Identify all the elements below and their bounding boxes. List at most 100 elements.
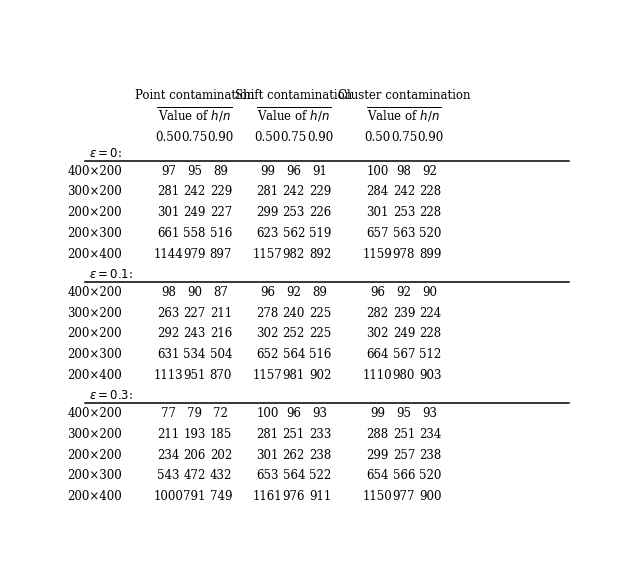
Text: 95: 95	[396, 407, 412, 420]
Text: 95: 95	[187, 165, 202, 178]
Text: 903: 903	[419, 369, 442, 382]
Text: 263: 263	[157, 307, 179, 320]
Text: 301: 301	[367, 206, 388, 219]
Text: 200×300: 200×300	[67, 227, 122, 240]
Text: 288: 288	[367, 428, 388, 440]
Text: 96: 96	[286, 165, 301, 178]
Text: 657: 657	[366, 227, 389, 240]
Text: 228: 228	[419, 186, 441, 199]
Text: 206: 206	[184, 448, 206, 461]
Text: 981: 981	[283, 369, 305, 382]
Text: 0.75: 0.75	[281, 131, 307, 144]
Text: 654: 654	[366, 469, 389, 482]
Text: 1159: 1159	[363, 248, 392, 261]
Text: 96: 96	[370, 286, 385, 299]
Text: 504: 504	[210, 348, 232, 361]
Text: 870: 870	[210, 369, 232, 382]
Text: 566: 566	[392, 469, 415, 482]
Text: 243: 243	[184, 327, 206, 341]
Text: 278: 278	[257, 307, 278, 320]
Text: 97: 97	[161, 165, 176, 178]
Text: 249: 249	[393, 327, 415, 341]
Text: 98: 98	[161, 286, 176, 299]
Text: 951: 951	[184, 369, 206, 382]
Text: 234: 234	[419, 428, 442, 440]
Text: 0.75: 0.75	[391, 131, 417, 144]
Text: 567: 567	[392, 348, 415, 361]
Text: 302: 302	[256, 327, 278, 341]
Text: 91: 91	[312, 165, 328, 178]
Text: 400×200: 400×200	[67, 286, 122, 299]
Text: 899: 899	[419, 248, 442, 261]
Text: 262: 262	[283, 448, 305, 461]
Text: $\varepsilon = 0.1$:: $\varepsilon = 0.1$:	[89, 268, 133, 281]
Text: 281: 281	[257, 428, 278, 440]
Text: 1161: 1161	[253, 490, 282, 503]
Text: 558: 558	[184, 227, 206, 240]
Text: 239: 239	[393, 307, 415, 320]
Text: 100: 100	[256, 407, 278, 420]
Text: 99: 99	[370, 407, 385, 420]
Text: 100: 100	[367, 165, 388, 178]
Text: 1150: 1150	[363, 490, 392, 503]
Text: 242: 242	[393, 186, 415, 199]
Text: 90: 90	[187, 286, 202, 299]
Text: 193: 193	[184, 428, 206, 440]
Text: 202: 202	[210, 448, 232, 461]
Text: 472: 472	[184, 469, 206, 482]
Text: 229: 229	[309, 186, 331, 199]
Text: 229: 229	[210, 186, 232, 199]
Text: 522: 522	[309, 469, 331, 482]
Text: 299: 299	[256, 206, 278, 219]
Text: 623: 623	[256, 227, 278, 240]
Text: 185: 185	[210, 428, 232, 440]
Text: 234: 234	[157, 448, 179, 461]
Text: 249: 249	[184, 206, 206, 219]
Text: 226: 226	[309, 206, 331, 219]
Text: 299: 299	[367, 448, 388, 461]
Text: 96: 96	[260, 286, 275, 299]
Text: 233: 233	[309, 428, 332, 440]
Text: 79: 79	[187, 407, 202, 420]
Text: 980: 980	[393, 369, 415, 382]
Text: 1110: 1110	[363, 369, 392, 382]
Text: 516: 516	[309, 348, 332, 361]
Text: 897: 897	[210, 248, 232, 261]
Text: 200×400: 200×400	[67, 490, 122, 503]
Text: 300×200: 300×200	[67, 428, 122, 440]
Text: 77: 77	[161, 407, 176, 420]
Text: 301: 301	[256, 448, 278, 461]
Text: 911: 911	[309, 490, 331, 503]
Text: 92: 92	[396, 286, 412, 299]
Text: 791: 791	[184, 490, 206, 503]
Text: 892: 892	[309, 248, 331, 261]
Text: 251: 251	[283, 428, 305, 440]
Text: 200×300: 200×300	[67, 348, 122, 361]
Text: 257: 257	[393, 448, 415, 461]
Text: Value of $h/n$: Value of $h/n$	[158, 108, 231, 123]
Text: 976: 976	[282, 490, 305, 503]
Text: 253: 253	[393, 206, 415, 219]
Text: 301: 301	[157, 206, 179, 219]
Text: 238: 238	[309, 448, 331, 461]
Text: 512: 512	[419, 348, 442, 361]
Text: 0.90: 0.90	[417, 131, 444, 144]
Text: 211: 211	[210, 307, 232, 320]
Text: 224: 224	[419, 307, 442, 320]
Text: 200×200: 200×200	[68, 327, 122, 341]
Text: 1157: 1157	[253, 248, 282, 261]
Text: 253: 253	[283, 206, 305, 219]
Text: 982: 982	[283, 248, 305, 261]
Text: 1157: 1157	[253, 369, 282, 382]
Text: 564: 564	[282, 348, 305, 361]
Text: 562: 562	[283, 227, 305, 240]
Text: Shift contamination: Shift contamination	[235, 89, 353, 102]
Text: 516: 516	[210, 227, 232, 240]
Text: 200×300: 200×300	[67, 469, 122, 482]
Text: 282: 282	[367, 307, 388, 320]
Text: 564: 564	[282, 469, 305, 482]
Text: Cluster contamination: Cluster contamination	[338, 89, 470, 102]
Text: 92: 92	[286, 286, 301, 299]
Text: 1144: 1144	[154, 248, 183, 261]
Text: 211: 211	[157, 428, 179, 440]
